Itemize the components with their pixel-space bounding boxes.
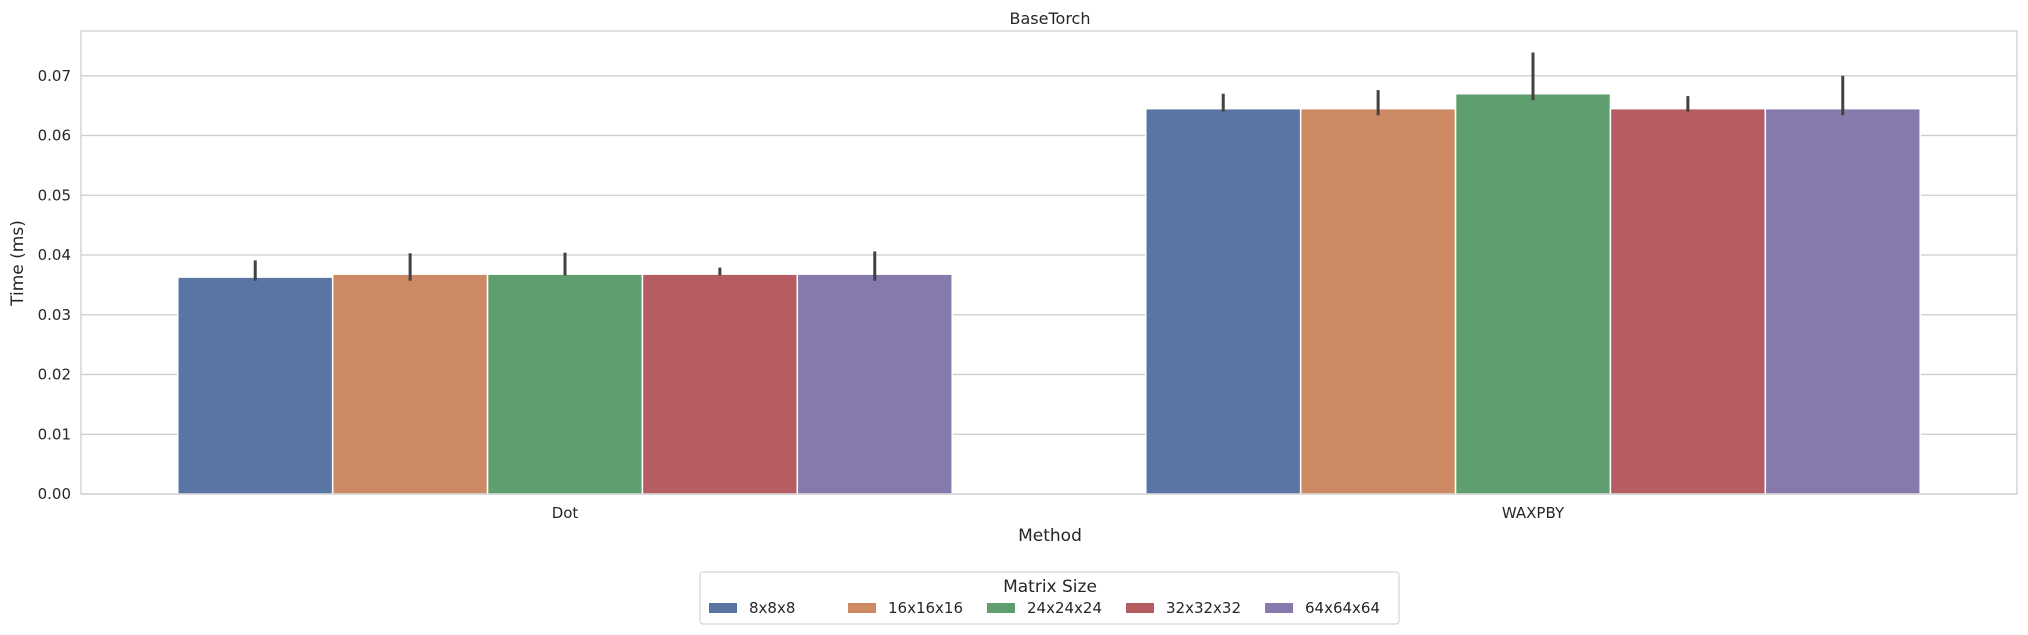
y-tick-label: 0.01 [38, 425, 71, 443]
legend-swatch [848, 603, 876, 613]
legend: Matrix Size 8x8x8 16x16x16 24x24x24 32x32x3… [699, 571, 1400, 625]
legend-label: 64x64x64 [1305, 599, 1380, 617]
bar [796, 273, 953, 495]
legend-items: 8x8x8 16x16x16 24x24x24 32x32x32 64x64x64 [709, 599, 1380, 617]
chart-title: BaseTorch [1010, 9, 1091, 28]
bar [331, 273, 489, 495]
legend-label: 8x8x8 [749, 599, 795, 617]
legend-swatch [709, 603, 737, 613]
legend-label: 32x32x32 [1166, 599, 1241, 617]
legend-swatch [1265, 603, 1293, 613]
bars [177, 92, 1921, 495]
bar [1454, 92, 1612, 495]
y-tick-label: 0.05 [38, 186, 71, 204]
legend-title: Matrix Size [1003, 577, 1097, 597]
y-axis-label: Time (ms) [8, 220, 28, 307]
legend-swatch [987, 603, 1015, 613]
x-tick-label: WAXPBY [1502, 504, 1565, 522]
x-tick-label: Dot [552, 504, 579, 522]
y-tick-label: 0.00 [38, 485, 71, 503]
bar [177, 276, 334, 495]
legend-swatch [1126, 603, 1154, 613]
y-tick-label: 0.06 [38, 127, 71, 145]
y-tick-label: 0.03 [38, 306, 71, 324]
plot-frame [80, 30, 2018, 495]
y-tick-label: 0.04 [38, 246, 71, 264]
bar [1145, 107, 1302, 495]
legend-label: 16x16x16 [888, 599, 963, 617]
bar [1299, 107, 1457, 495]
legend-label: 24x24x24 [1027, 599, 1102, 617]
error-bars [253, 52, 1845, 281]
bar [641, 273, 799, 495]
y-tick-label: 0.02 [38, 366, 71, 384]
y-tick-label: 0.07 [38, 67, 71, 85]
bar [1609, 107, 1767, 495]
bar [1764, 107, 1921, 495]
y-axis-ticks: 0.00 0.01 0.02 0.03 0.04 0.05 0.06 0.07 [38, 67, 71, 503]
x-axis-ticks: Dot WAXPBY [552, 504, 1565, 522]
x-axis-label: Method [1018, 526, 1082, 546]
bar [486, 273, 644, 495]
